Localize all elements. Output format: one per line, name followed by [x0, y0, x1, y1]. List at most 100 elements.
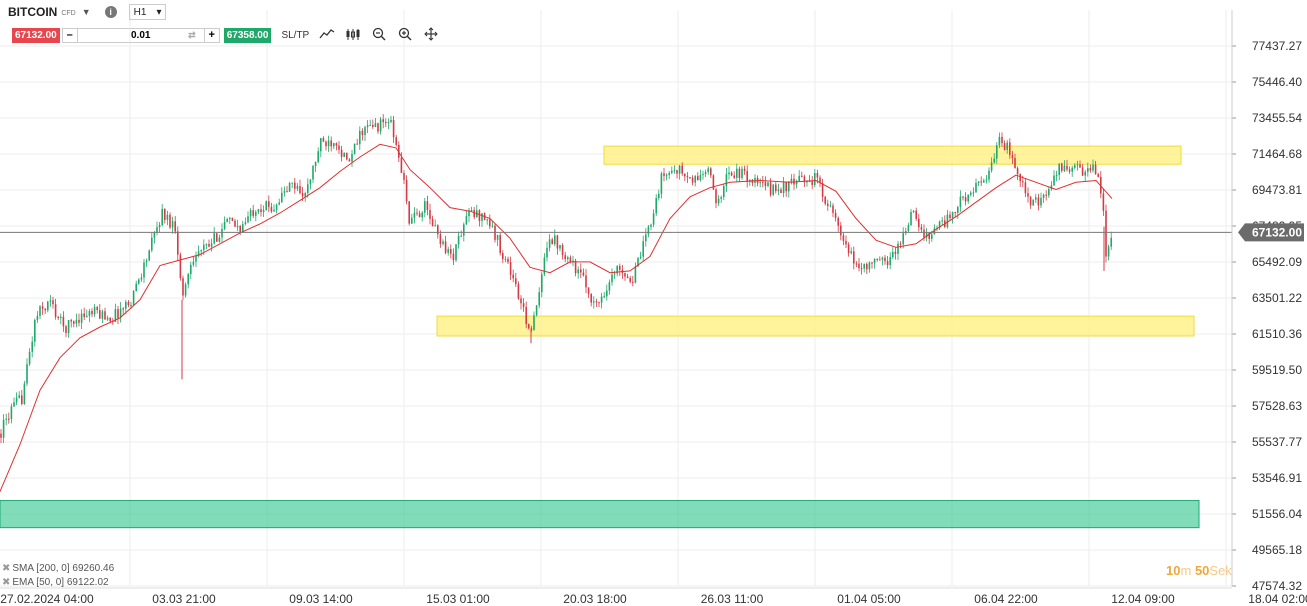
- support-zone[interactable]: [436, 315, 1195, 337]
- candle-body: [208, 243, 210, 247]
- swap-icon[interactable]: ⇄: [188, 30, 196, 40]
- candle-body: [23, 383, 26, 405]
- candle-body: [858, 263, 860, 269]
- candle-body: [418, 213, 421, 218]
- symbol-name[interactable]: BITCOIN: [8, 5, 58, 19]
- candles-icon[interactable]: [345, 28, 361, 44]
- trade-bar: 67132.00 – 0.01 ⇄ + 67358.00 SL/TP: [12, 27, 439, 44]
- candle-body: [1107, 246, 1110, 257]
- candle-body: [457, 235, 460, 245]
- candle-body: [260, 209, 262, 213]
- candle-body: [637, 258, 639, 267]
- candle-body: [395, 137, 397, 145]
- candle-body: [1024, 182, 1027, 194]
- y-tick-label: 59519.50: [1252, 363, 1302, 377]
- candle-body: [975, 182, 977, 193]
- candle-body: [868, 262, 871, 270]
- candle-body: [767, 182, 769, 186]
- candle-body: [881, 257, 884, 260]
- candle-body: [437, 225, 439, 235]
- candle-body: [671, 170, 673, 173]
- candle-body: [720, 197, 722, 199]
- candle-body: [990, 162, 993, 171]
- candle-body: [855, 263, 858, 265]
- sell-button[interactable]: 67132.00: [12, 28, 60, 43]
- candle-body: [834, 212, 837, 218]
- candle-body: [863, 263, 865, 269]
- candle-body: [296, 185, 299, 189]
- y-tick-label: 61510.36: [1252, 327, 1302, 341]
- y-tick-label: 55537.77: [1252, 435, 1302, 449]
- countdown-minutes: 10: [1166, 563, 1181, 578]
- candle-body: [764, 182, 767, 186]
- candle-body: [840, 225, 842, 236]
- candle-body: [216, 233, 218, 242]
- y-tick-label: 71464.68: [1252, 147, 1302, 161]
- candle-body: [174, 221, 176, 232]
- candle-body: [788, 181, 790, 192]
- candle-body: [577, 269, 579, 274]
- increase-lot-button[interactable]: +: [208, 29, 215, 41]
- candle-body: [1019, 173, 1021, 182]
- lot-size-value: 0.01: [130, 30, 151, 41]
- candle-body: [392, 119, 395, 138]
- candle-body: [853, 251, 855, 264]
- candle-body: [663, 173, 665, 176]
- candle-body: [512, 274, 514, 279]
- candle-body: [899, 243, 902, 245]
- candle-body: [372, 124, 374, 127]
- symbol-dropdown-icon[interactable]: ▼: [81, 7, 91, 17]
- candle-body: [366, 125, 369, 128]
- candle-body: [236, 226, 239, 228]
- sltp-button[interactable]: SL/TP: [281, 30, 310, 41]
- line-chart-icon[interactable]: [319, 28, 335, 43]
- candle-body: [1032, 199, 1034, 206]
- candle-body: [1050, 185, 1053, 190]
- candle-body: [1055, 174, 1058, 176]
- x-tick-label: 09.03 14:00: [289, 592, 353, 606]
- candle-body: [481, 213, 483, 221]
- zoom-in-icon[interactable]: [397, 27, 413, 44]
- info-icon[interactable]: i: [104, 6, 117, 18]
- candle-body: [54, 304, 57, 317]
- candle-body: [611, 274, 613, 283]
- candle-body: [699, 174, 702, 181]
- candle-body: [769, 182, 772, 195]
- candle-body: [119, 308, 122, 319]
- zoom-out-icon[interactable]: [371, 27, 387, 44]
- decrease-lot-button[interactable]: –: [66, 29, 73, 41]
- candle-body: [1016, 168, 1019, 174]
- resistance-zone[interactable]: [603, 145, 1182, 165]
- timeframe-select[interactable]: H1 ▾: [128, 4, 167, 20]
- candle-body: [268, 201, 270, 207]
- candle-body: [143, 262, 145, 278]
- candle-body: [78, 319, 80, 323]
- x-tick-label: 01.04 05:00: [837, 592, 901, 606]
- crosshair-icon[interactable]: [423, 27, 439, 44]
- candle-body: [151, 237, 153, 251]
- candle-body: [790, 178, 793, 182]
- candle-body: [226, 219, 228, 223]
- candle-body: [801, 175, 803, 177]
- candle-body: [1009, 142, 1011, 156]
- candle-body: [907, 225, 910, 232]
- candle-body: [57, 316, 59, 319]
- candle-body: [411, 217, 413, 224]
- candle-body: [613, 273, 616, 275]
- time-axis: 27.02.2024 04:00 03.03 21:00 09.03 14:00 15…: [0, 587, 1307, 606]
- candle-body: [580, 269, 582, 273]
- target-zone[interactable]: [0, 500, 1200, 529]
- lot-size-input[interactable]: 0.01 ⇄: [76, 29, 205, 42]
- candle-body: [694, 176, 696, 183]
- candle-body: [603, 296, 605, 298]
- remove-indicator-icon[interactable]: ✖: [2, 563, 11, 574]
- buy-button[interactable]: 67358.00: [223, 28, 272, 43]
- candle-body: [330, 140, 332, 147]
- current-price-label: 67132.00: [1252, 225, 1302, 239]
- symbol-tag: CFD: [61, 10, 76, 17]
- remove-indicator-icon[interactable]: ✖: [2, 577, 11, 588]
- candle-body: [0, 433, 2, 438]
- candle-body: [385, 122, 387, 124]
- candle-body: [400, 157, 403, 173]
